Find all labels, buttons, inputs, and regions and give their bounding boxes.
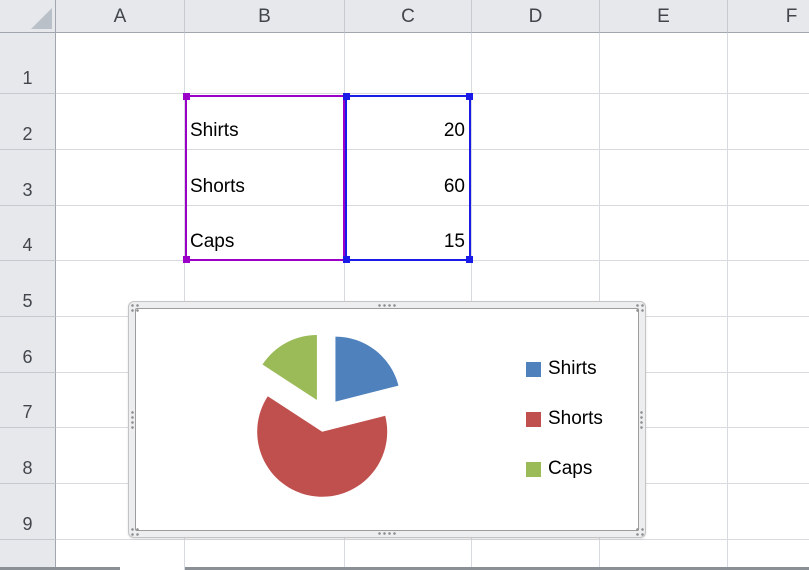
cell-C10[interactable] [345, 540, 472, 570]
legend-item-caps[interactable]: Caps [526, 458, 593, 479]
cell-D4[interactable] [472, 206, 600, 261]
cell-text-B4: Caps [190, 231, 235, 252]
legend-label: Shorts [548, 408, 603, 429]
cell-F3[interactable] [728, 150, 809, 206]
category-range-highlight[interactable] [183, 93, 345, 263]
cell-text-B2: Shirts [190, 120, 239, 141]
cell-D3[interactable] [472, 150, 600, 206]
value-range-highlight[interactable] [343, 93, 473, 263]
chart-resize-handle-bottom-right[interactable] [635, 527, 644, 536]
chart-resize-handle-top-right[interactable] [635, 303, 644, 312]
pie-slice-caps[interactable] [262, 335, 317, 401]
chart-resize-handle-bottom-left[interactable] [130, 527, 139, 536]
select-all-button[interactable] [0, 0, 56, 33]
cell-text-C3: 60 [443, 176, 465, 197]
pie-slice-shirts[interactable] [335, 336, 399, 402]
chart-resize-handle-top[interactable] [377, 303, 397, 308]
cell-C4[interactable] [345, 206, 472, 261]
sheet-tabs-edge [185, 567, 809, 570]
range-handle-icon[interactable] [183, 256, 190, 263]
cell-E3[interactable] [600, 150, 728, 206]
legend-swatch-icon [526, 361, 541, 377]
cell-F4[interactable] [728, 206, 809, 261]
cell-E4[interactable] [600, 206, 728, 261]
cell-F6[interactable] [728, 317, 809, 373]
row-header-8[interactable]: 8 [0, 428, 56, 484]
cell-B2[interactable] [185, 94, 345, 150]
row-header-1[interactable]: 1 [0, 33, 56, 94]
cell-text-C2: 20 [443, 120, 465, 141]
legend-item-shirts[interactable]: Shirts [526, 358, 597, 379]
cell-F2[interactable] [728, 94, 809, 150]
sheet-tabs-edge [0, 567, 120, 570]
cell-F1[interactable] [728, 33, 809, 94]
column-header-A[interactable]: A [56, 0, 185, 33]
cell-A3[interactable] [56, 150, 185, 206]
range-handle-icon[interactable] [466, 256, 473, 263]
range-handle-icon[interactable] [343, 93, 350, 100]
cell-D10[interactable] [472, 540, 600, 570]
row-header-10[interactable] [0, 540, 56, 570]
cell-F10[interactable] [728, 540, 809, 570]
pie-slice-shorts[interactable] [257, 396, 388, 497]
cell-F9[interactable] [728, 484, 809, 540]
cell-text-B3: Shorts [190, 176, 245, 197]
cell-D1[interactable] [472, 33, 600, 94]
cell-A4[interactable] [56, 206, 185, 261]
column-header-D[interactable]: D [472, 0, 600, 33]
cell-E1[interactable] [600, 33, 728, 94]
cell-B3[interactable] [185, 150, 345, 206]
legend-label: Caps [548, 458, 593, 479]
chart-object[interactable]: Shirts Shorts Caps [128, 301, 646, 538]
cell-E10[interactable] [600, 540, 728, 570]
row-header-4[interactable]: 4 [0, 206, 56, 261]
column-header-C[interactable]: C [345, 0, 472, 33]
chart-resize-handle-top-left[interactable] [130, 303, 139, 312]
cell-B1[interactable] [185, 33, 345, 94]
row-header-2[interactable]: 2 [0, 94, 56, 150]
row-header-6[interactable]: 6 [0, 317, 56, 373]
row-header-3[interactable]: 3 [0, 150, 56, 206]
cell-F5[interactable] [728, 261, 809, 317]
cell-F7[interactable] [728, 373, 809, 428]
range-handle-icon[interactable] [466, 93, 473, 100]
chart-resize-handle-bottom[interactable] [377, 531, 397, 536]
cell-C1[interactable] [345, 33, 472, 94]
legend-item-shorts[interactable]: Shorts [526, 408, 603, 429]
chart-resize-handle-left[interactable] [130, 409, 135, 430]
cell-F8[interactable] [728, 428, 809, 484]
cell-A2[interactable] [56, 94, 185, 150]
chart-resize-handle-right[interactable] [639, 409, 644, 430]
cell-E2[interactable] [600, 94, 728, 150]
range-handle-icon[interactable] [183, 93, 190, 100]
cell-A1[interactable] [56, 33, 185, 94]
select-all-triangle-icon [31, 8, 52, 29]
column-header-F[interactable]: F [728, 0, 809, 33]
row-header-7[interactable]: 7 [0, 373, 56, 428]
cell-C3[interactable] [345, 150, 472, 206]
column-header-E[interactable]: E [600, 0, 728, 33]
chart-plot-area[interactable]: Shirts Shorts Caps [135, 308, 639, 531]
cell-text-C4: 15 [443, 231, 465, 252]
pie-chart [257, 335, 399, 497]
column-header-B[interactable]: B [185, 0, 345, 33]
cell-A10[interactable] [56, 540, 185, 570]
legend-label: Shirts [548, 358, 597, 379]
row-header-5[interactable]: 5 [0, 261, 56, 317]
range-handle-icon[interactable] [343, 256, 350, 263]
legend-swatch-icon [526, 411, 541, 427]
legend-swatch-icon [526, 461, 541, 477]
cell-C2[interactable] [345, 94, 472, 150]
cell-D2[interactable] [472, 94, 600, 150]
row-header-9[interactable]: 9 [0, 484, 56, 540]
cell-B10[interactable] [185, 540, 345, 570]
